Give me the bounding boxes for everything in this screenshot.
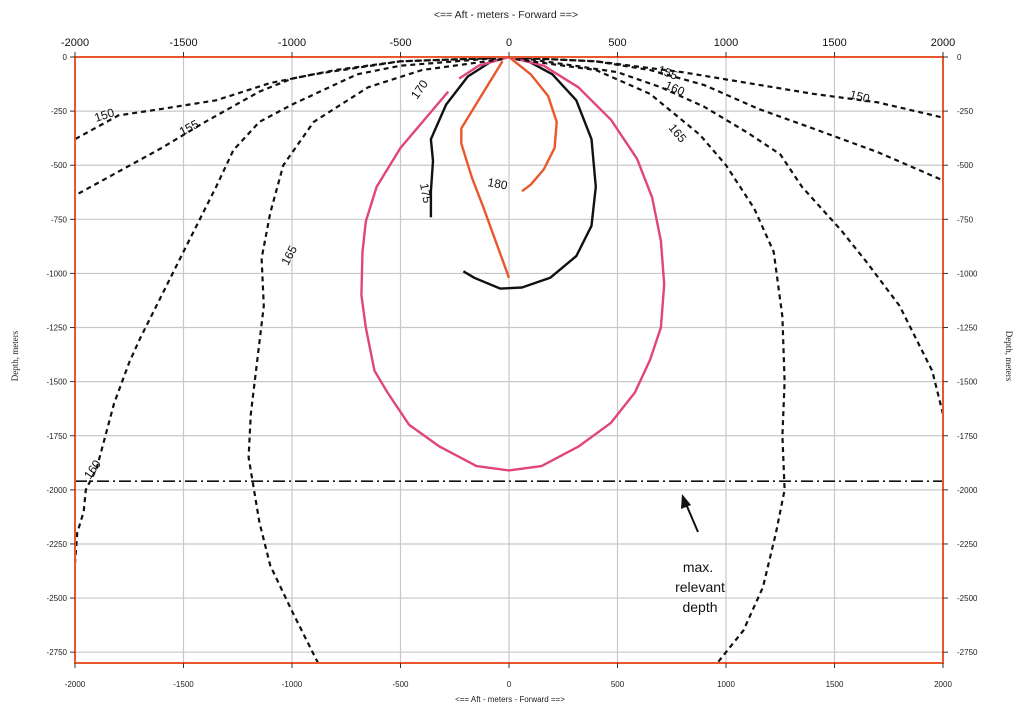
x-tick-label-bottom: 0 bbox=[507, 680, 512, 689]
x-tick-label-top: 500 bbox=[608, 37, 626, 49]
x-tick-label-bottom: 2000 bbox=[934, 680, 952, 689]
contour-series bbox=[73, 55, 945, 664]
x-tick-label-bottom: 1000 bbox=[717, 680, 735, 689]
contour-line-175-2 bbox=[429, 55, 597, 290]
x-tick-label-bottom: -500 bbox=[392, 680, 409, 689]
x-axis-title-top: <== Aft - meters - Forward ==> bbox=[434, 9, 578, 21]
contour-line-150-10 bbox=[74, 57, 492, 141]
grid-lines bbox=[74, 56, 944, 663]
y-tick-label-left: 0 bbox=[63, 53, 68, 62]
y-tick-label-right: -1750 bbox=[957, 432, 978, 441]
y-tick-label-left: -1250 bbox=[47, 324, 68, 333]
y-tick-label-left: -750 bbox=[51, 215, 68, 224]
x-tick-label-top: 1500 bbox=[822, 37, 846, 49]
annotation-arrowhead bbox=[681, 494, 691, 509]
contour-line-unlabeled-1 bbox=[508, 56, 558, 193]
contour-line-155-9 bbox=[524, 57, 944, 182]
contour-line-170-3 bbox=[360, 55, 666, 472]
contour-line-155-8 bbox=[74, 57, 494, 197]
y-tick-label-left: -2500 bbox=[47, 594, 68, 603]
y-axis-title-right: Depth, meters bbox=[1004, 331, 1013, 382]
y-tick-label-left: -1000 bbox=[47, 269, 68, 278]
y-tick-label-left: -2000 bbox=[47, 486, 68, 495]
y-tick-label-right: -1000 bbox=[957, 269, 978, 278]
x-tick-label-top: 2000 bbox=[931, 37, 955, 49]
contour-label-160-right: 160 bbox=[663, 78, 687, 99]
contour-label-155-left: 155 bbox=[177, 117, 202, 139]
y-tick-label-left: -2750 bbox=[47, 648, 68, 657]
y-tick-label-right: -1250 bbox=[957, 324, 978, 333]
x-tick-label-bottom: 1500 bbox=[826, 680, 844, 689]
y-tick-label-right: -1500 bbox=[957, 378, 978, 387]
y-tick-label-left: -1750 bbox=[47, 432, 68, 441]
y-tick-label-left: -250 bbox=[51, 107, 68, 116]
contour-line-150-11 bbox=[526, 57, 944, 119]
x-tick-label-bottom: -1000 bbox=[282, 680, 303, 689]
y-tick-label-right: -2000 bbox=[957, 486, 978, 495]
x-tick-label-bottom: -2000 bbox=[65, 680, 86, 689]
contour-line-160-7 bbox=[521, 57, 945, 415]
contour-label-175: 175 bbox=[417, 182, 434, 204]
y-tick-label-right: -750 bbox=[957, 215, 974, 224]
x-tick-label-top: 0 bbox=[506, 37, 512, 49]
annotation-line-2: relevant bbox=[675, 579, 725, 595]
contour-line-165-5 bbox=[515, 58, 786, 664]
y-tick-label-left: -2250 bbox=[47, 540, 68, 549]
x-tick-label-top: -1500 bbox=[169, 37, 197, 49]
y-tick-label-right: -2500 bbox=[957, 594, 978, 603]
y-tick-label-right: -2750 bbox=[957, 648, 978, 657]
x-tick-label-top: -2000 bbox=[61, 37, 89, 49]
x-tick-label-top: 1000 bbox=[714, 37, 738, 49]
annotation-line-1: max. bbox=[683, 559, 713, 575]
x-tick-label-top: -500 bbox=[389, 37, 411, 49]
x-tick-label-bottom: -1500 bbox=[173, 680, 194, 689]
x-axis-title-bottom: <== Aft - meters - Forward ==> bbox=[455, 695, 565, 704]
contour-label-150-right: 150 bbox=[848, 87, 871, 106]
y-axis-title-left: Depth, meters bbox=[10, 330, 20, 381]
x-tick-label-bottom: 500 bbox=[611, 680, 625, 689]
annotation-arrow-shaft bbox=[685, 503, 699, 533]
y-tick-label-right: -250 bbox=[957, 107, 974, 116]
contour-label-160-left: 160 bbox=[81, 457, 104, 482]
y-tick-label-right: -2250 bbox=[957, 540, 978, 549]
contour-label-180: 180 bbox=[486, 175, 508, 192]
axis-ticks: -2000 -2000 -1500 -1500 -1000 -1000 -500 -500 0 0… bbox=[47, 37, 978, 689]
y-tick-label-left: -1500 bbox=[47, 378, 68, 387]
contour-label-150-left: 150 bbox=[93, 105, 117, 125]
contour-label-155-right: 155 bbox=[656, 63, 680, 83]
contour-label-170: 170 bbox=[408, 77, 431, 102]
annotation-line-3: depth bbox=[682, 599, 717, 615]
x-tick-label-top: -1000 bbox=[278, 37, 306, 49]
contour-label-165-right: 165 bbox=[666, 121, 690, 146]
contour-line-165-4 bbox=[247, 58, 503, 664]
y-tick-label-right: -500 bbox=[957, 161, 974, 170]
contour-label-165-left: 165 bbox=[278, 243, 300, 268]
y-tick-label-left: -500 bbox=[51, 161, 68, 170]
max-relevant-depth-annotation: max. relevant depth bbox=[675, 494, 725, 615]
contour-line-180-0 bbox=[460, 60, 511, 279]
y-tick-label-right: 0 bbox=[957, 53, 962, 62]
